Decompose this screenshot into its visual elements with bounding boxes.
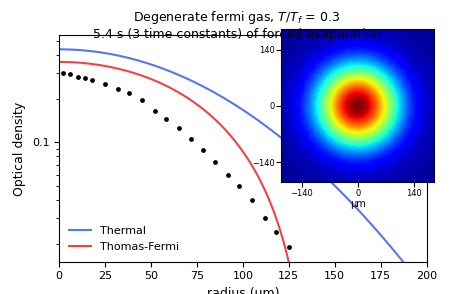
Point — [81, 76, 89, 81]
Point — [199, 148, 206, 153]
Thermal — [223, 97, 228, 101]
Thermal — [302, 156, 308, 159]
Point — [74, 74, 82, 79]
Thomas-Fermi — [56, 60, 62, 64]
Thomas-Fermi — [121, 69, 127, 72]
Thermal — [121, 55, 127, 59]
Line: Thermal: Thermal — [59, 49, 427, 292]
Y-axis label: Optical density: Optical density — [13, 101, 27, 196]
Point — [285, 244, 292, 249]
Thermal — [424, 290, 429, 293]
Point — [211, 160, 219, 165]
Point — [125, 91, 133, 95]
Point — [138, 98, 146, 103]
Point — [272, 230, 280, 235]
Line: Thomas-Fermi: Thomas-Fermi — [59, 62, 427, 294]
Point — [309, 291, 317, 294]
Point — [66, 72, 74, 77]
Thomas-Fermi — [151, 78, 156, 82]
Point — [114, 86, 122, 91]
Legend: Thermal, Thomas-Fermi: Thermal, Thomas-Fermi — [65, 222, 184, 256]
Point — [175, 126, 182, 131]
Point — [225, 172, 232, 177]
Thomas-Fermi — [223, 128, 228, 132]
Thermal — [273, 132, 279, 135]
Point — [162, 117, 170, 121]
Point — [89, 77, 96, 82]
Thermal — [56, 48, 62, 51]
Text: Degenerate fermi gas, $T/T_f$ = 0.3
5.4 s (3 time constants) of forced evaporati: Degenerate fermi gas, $T/T_f$ = 0.3 5.4 … — [93, 9, 381, 41]
X-axis label: radius (μm): radius (μm) — [207, 287, 279, 294]
Point — [248, 198, 256, 202]
Point — [151, 108, 158, 113]
X-axis label: μm: μm — [350, 199, 366, 209]
Point — [59, 71, 67, 76]
Point — [188, 137, 195, 142]
Thermal — [151, 64, 156, 67]
Point — [101, 81, 109, 86]
Thomas-Fermi — [273, 215, 279, 219]
Point — [261, 216, 269, 220]
Thermal — [333, 185, 339, 188]
Point — [298, 268, 305, 273]
Point — [236, 184, 243, 188]
